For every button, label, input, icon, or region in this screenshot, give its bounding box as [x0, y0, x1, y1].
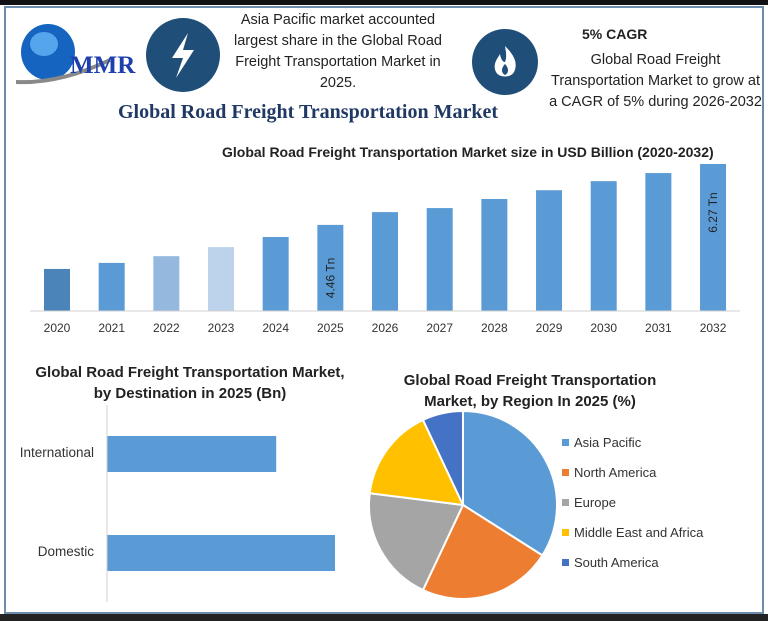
x-tick-label: 2022 — [153, 321, 180, 335]
data-label: 4.46 Tn — [323, 258, 337, 298]
bar-2020 — [44, 268, 70, 311]
bar-2030 — [590, 181, 617, 311]
x-tick-label: 2023 — [208, 321, 235, 335]
legend-swatch — [562, 468, 569, 476]
legend-swatch — [562, 528, 569, 536]
legend-label: Asia Pacific — [574, 434, 642, 450]
cagr-heading: 5% CAGR — [582, 26, 648, 42]
bar-2024 — [262, 236, 289, 311]
bar-2027 — [426, 208, 453, 311]
x-tick-label: 2032 — [700, 321, 727, 335]
x-tick-label: 2030 — [590, 321, 617, 335]
bar-2021 — [98, 262, 125, 311]
x-tick-label: 2028 — [481, 321, 508, 335]
infographic-frame — [4, 6, 764, 614]
bar-2022 — [153, 256, 180, 311]
x-tick-label: 2024 — [262, 321, 289, 335]
cagr-text: Global Road Freight Transportation Marke… — [549, 52, 762, 110]
logo-text: MMR — [70, 52, 136, 79]
x-tick-label: 2029 — [536, 321, 563, 335]
page-title: Global Road Freight Transportation Marke… — [118, 101, 498, 123]
legend-item: Asia Pacific — [562, 427, 703, 457]
bar-2032 — [700, 164, 727, 311]
x-tick-label: 2027 — [426, 321, 453, 335]
bar-2028 — [481, 198, 508, 311]
category-label: Domestic — [37, 544, 94, 559]
flame-icon — [472, 29, 538, 95]
bar-chart-title: Global Road Freight Transportation Marke… — [222, 144, 714, 160]
legend-item: South America — [562, 547, 703, 577]
bar-2023 — [208, 247, 235, 311]
category-label: International — [19, 445, 94, 460]
legend-label: Middle East and Africa — [574, 524, 704, 540]
bar-2031 — [645, 173, 672, 311]
bottom-band — [0, 614, 768, 621]
bar-2029 — [536, 190, 563, 311]
destination-chart-title: Global Road Freight Transportation Marke… — [35, 364, 345, 402]
data-label: 6.27 Tn — [706, 192, 720, 232]
legend-item: North America — [562, 457, 703, 487]
top-band — [0, 0, 768, 5]
legend-swatch — [562, 498, 569, 506]
bar-2026 — [372, 212, 399, 311]
mmr-logo: MMR — [15, 24, 136, 85]
x-tick-label: 2021 — [98, 321, 125, 335]
bar-2025 — [317, 224, 344, 311]
pie-slice-south-america — [421, 409, 464, 506]
pie-slice-middle-east-and-africa — [368, 418, 465, 507]
legend-swatch — [562, 558, 569, 566]
legend-item: Middle East and Africa — [562, 517, 703, 547]
x-tick-label: 2031 — [645, 321, 672, 335]
x-tick-label: 2020 — [44, 321, 71, 335]
legend-label: South America — [574, 554, 659, 570]
x-tick-label: 2025 — [317, 321, 344, 335]
legend-swatch — [562, 438, 569, 446]
legend-item: Europe — [562, 487, 703, 517]
region-chart-title: Global Road Freight Transportation Marke… — [403, 372, 657, 410]
highlight-asia-pacific-text: Asia Pacific market accounted largest sh… — [234, 12, 442, 91]
legend-label: North America — [574, 464, 657, 480]
bar-domestic — [107, 535, 335, 571]
lightning-icon — [146, 18, 220, 92]
x-tick-label: 2026 — [372, 321, 399, 335]
bar-international — [107, 436, 277, 472]
pie-legend: Asia Pacific North America Europe Middle Ea… — [562, 427, 703, 577]
pie-slice-europe — [368, 492, 465, 592]
legend-label: Europe — [574, 494, 616, 510]
